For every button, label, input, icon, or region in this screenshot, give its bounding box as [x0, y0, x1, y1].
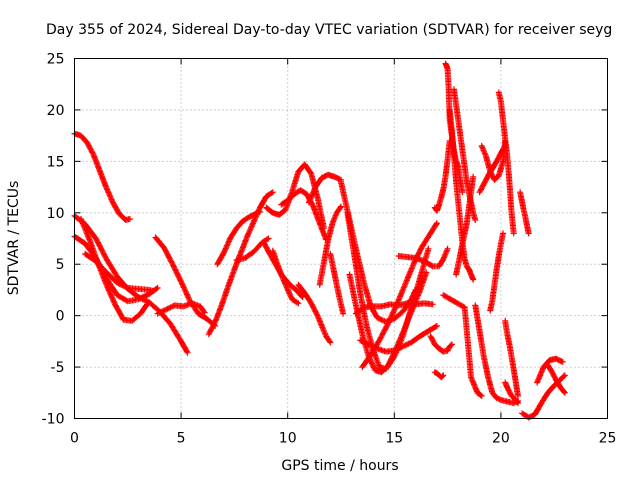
y-tick-label: 25 — [47, 52, 65, 68]
x-tick-labels: 0 5 10 15 20 25 — [70, 431, 616, 447]
plus-markers — [487, 230, 506, 314]
plus-markers — [233, 235, 272, 264]
series-track-34 — [472, 302, 521, 407]
y-tick-label: 10 — [47, 206, 65, 222]
plus-markers — [502, 379, 521, 407]
series-track-15 — [295, 281, 334, 346]
plus-markers — [346, 269, 430, 376]
series-track-3 — [71, 233, 161, 305]
series-track-2 — [71, 212, 191, 356]
x-axis-label: GPS time / hours — [281, 458, 398, 474]
y-tick-labels: -10 -5 0 5 10 15 20 25 — [42, 52, 65, 428]
y-tick-label: -10 — [42, 412, 65, 428]
series-track-27 — [427, 333, 455, 355]
plus-markers — [82, 250, 157, 294]
series-track-10 — [233, 235, 272, 264]
y-tick-label: -5 — [51, 360, 65, 376]
series-track-8 — [205, 189, 276, 338]
x-tick-label: 5 — [177, 431, 186, 447]
series-track-18 — [327, 250, 347, 317]
plot-frame — [74, 58, 608, 419]
plus-markers — [71, 233, 161, 305]
series-track-28 — [431, 369, 447, 381]
series-track-41 — [517, 189, 532, 237]
series-track-1 — [71, 130, 133, 223]
y-tick-label: 5 — [56, 257, 65, 273]
series-track-24 — [359, 220, 440, 371]
plot-markers — [71, 60, 568, 421]
plus-markers — [295, 281, 334, 346]
series-track-5 — [82, 250, 157, 294]
plus-markers — [453, 173, 477, 278]
plus-markers — [359, 220, 440, 371]
plus-markers — [534, 355, 566, 386]
plus-markers — [427, 333, 455, 355]
plus-markers — [263, 161, 327, 232]
plus-markers — [214, 208, 263, 268]
series-track-17 — [316, 203, 344, 288]
plus-markers — [472, 302, 521, 407]
series-track-26 — [431, 137, 453, 214]
plus-markers — [495, 89, 517, 237]
series-track-7 — [154, 300, 208, 317]
plus-markers — [154, 300, 208, 317]
y-tick-label: 20 — [47, 103, 65, 119]
series-track-21 — [346, 269, 430, 376]
plus-markers — [517, 189, 532, 237]
series-track-39 — [502, 317, 521, 399]
series-track-9 — [214, 208, 263, 268]
x-tick-label: 20 — [492, 431, 510, 447]
plus-markers — [431, 137, 453, 214]
series-track-13 — [269, 247, 302, 307]
plus-markers — [261, 240, 306, 301]
plus-markers — [269, 247, 302, 307]
plus-markers — [395, 245, 451, 270]
chart-title: Day 355 of 2024, Sidereal Day-to-day VTE… — [46, 22, 612, 38]
x-tick-label: 10 — [279, 431, 297, 447]
x-tick-label: 0 — [70, 431, 79, 447]
series-track-12 — [261, 240, 306, 301]
plus-markers — [544, 362, 568, 396]
plus-markers — [205, 189, 276, 338]
plus-markers — [502, 317, 521, 399]
plus-markers — [440, 292, 485, 399]
series-track-33 — [440, 292, 485, 399]
plus-markers — [519, 372, 568, 421]
series-track-40 — [502, 379, 521, 407]
plus-markers — [431, 369, 447, 381]
series-track-37 — [487, 230, 506, 314]
series-track-38 — [495, 89, 517, 237]
series-track-25 — [395, 245, 451, 270]
series-track-42 — [519, 372, 568, 421]
y-axis-label: SDTVAR / TECUs — [6, 181, 22, 296]
series-track-11 — [263, 161, 327, 232]
y-tick-label: 15 — [47, 154, 65, 170]
plus-markers — [327, 250, 347, 317]
series-track-32 — [453, 173, 477, 278]
x-tick-label: 15 — [385, 431, 403, 447]
x-tick-label: 25 — [599, 431, 617, 447]
plus-markers — [306, 171, 344, 206]
series-track-43 — [534, 355, 566, 386]
series-track-44 — [544, 362, 568, 396]
series-track-16 — [306, 171, 344, 206]
y-tick-label: 0 — [56, 309, 65, 325]
plus-markers — [71, 130, 133, 223]
plus-markers — [316, 203, 344, 288]
plus-markers — [71, 212, 191, 356]
